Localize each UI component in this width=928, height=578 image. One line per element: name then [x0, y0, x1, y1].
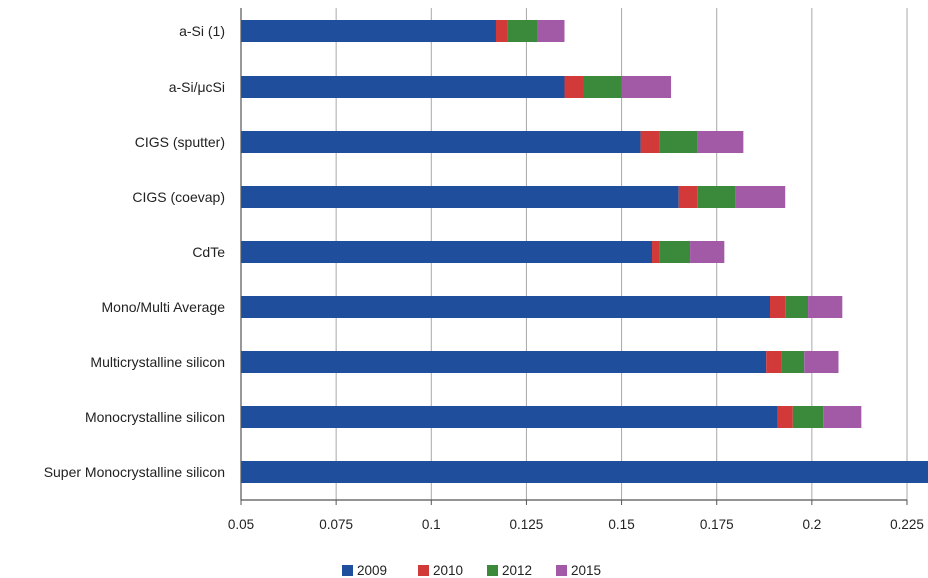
bar-segment-2010-1 [495, 20, 508, 42]
bar-segment-2010-5 [652, 241, 660, 263]
bar-segment-2009-5 [241, 241, 653, 263]
bar-segment-2012-8 [792, 406, 824, 428]
bar-segment-2015-5 [690, 241, 725, 263]
bar-segment-2015-2 [621, 76, 672, 98]
bar-segment-2009-6 [241, 296, 770, 318]
bar-segment-2012-5 [659, 241, 691, 263]
x-tick-label: 0.15 [608, 517, 634, 532]
bar-segment-2015-1 [537, 20, 565, 42]
legend-label: 2009 [357, 563, 387, 578]
x-tick-label: 0.075 [319, 517, 353, 532]
bar-segment-2015-4 [735, 186, 786, 208]
bar-segment-2012-4 [697, 186, 736, 208]
bar-segment-2010-8 [777, 406, 793, 428]
bar-segment-2010-7 [766, 351, 782, 373]
bar-segment-2009-1 [241, 20, 496, 42]
bar-segment-2009-4 [241, 186, 679, 208]
bar-segment-2009-8 [241, 406, 778, 428]
bar-segment-2015-3 [697, 131, 744, 153]
category-label: Mono/Multi Average [102, 299, 226, 315]
bars [241, 20, 928, 483]
bar-segment-2010-3 [640, 131, 660, 153]
bar-segment-2010-4 [678, 186, 698, 208]
x-tick-label: 0.1 [422, 517, 441, 532]
category-label: Multicrystalline silicon [90, 354, 225, 370]
category-label: Super Monocrystalline silicon [44, 464, 225, 480]
bar-segment-2012-6 [785, 296, 809, 318]
bar-segment-2009-2 [241, 76, 565, 98]
x-tick-label: 0.175 [700, 517, 734, 532]
bar-segment-2015-6 [808, 296, 843, 318]
category-label: CIGS (sputter) [135, 134, 225, 150]
legend: 2009 2010 2012 2015 [342, 563, 601, 578]
bar-segment-2010-6 [769, 296, 786, 318]
bar-segment-2009-3 [241, 131, 641, 153]
bar-segment-2015-8 [823, 406, 862, 428]
category-label: CdTe [192, 244, 225, 260]
bar-segment-2012-3 [659, 131, 698, 153]
bar-segment-2009-9 [241, 461, 928, 483]
bar-segment-2015-7 [804, 351, 839, 373]
category-label: Monocrystalline silicon [85, 409, 225, 425]
category-labels: a-Si (1) a-Si/μcSi CIGS (sputter) CIGS (coe… [44, 23, 226, 480]
x-tick-label: 0.225 [890, 517, 924, 532]
legend-label: 2010 [433, 563, 463, 578]
bar-segment-2012-7 [781, 351, 805, 373]
legend-label: 2012 [502, 563, 532, 578]
legend-swatch-2015 [556, 565, 567, 576]
bar-segment-2012-2 [583, 76, 622, 98]
bar-segment-2009-7 [241, 351, 767, 373]
category-label: CIGS (coevap) [132, 189, 225, 205]
x-tick-label: 0.125 [510, 517, 544, 532]
legend-swatch-2009 [342, 565, 353, 576]
x-tick-label: 0.05 [228, 517, 254, 532]
legend-swatch-2010 [418, 565, 429, 576]
bar-segment-2012-1 [507, 20, 538, 42]
legend-label: 2015 [571, 563, 601, 578]
category-label: a-Si/μcSi [169, 79, 225, 95]
category-label: a-Si (1) [179, 23, 225, 39]
x-tick-label: 0.2 [802, 517, 821, 532]
x-tick-labels: 0.05 0.075 0.1 0.125 0.15 0.175 0.2 0.225 [228, 500, 924, 532]
bar-segment-2010-2 [564, 76, 584, 98]
legend-swatch-2012 [487, 565, 498, 576]
